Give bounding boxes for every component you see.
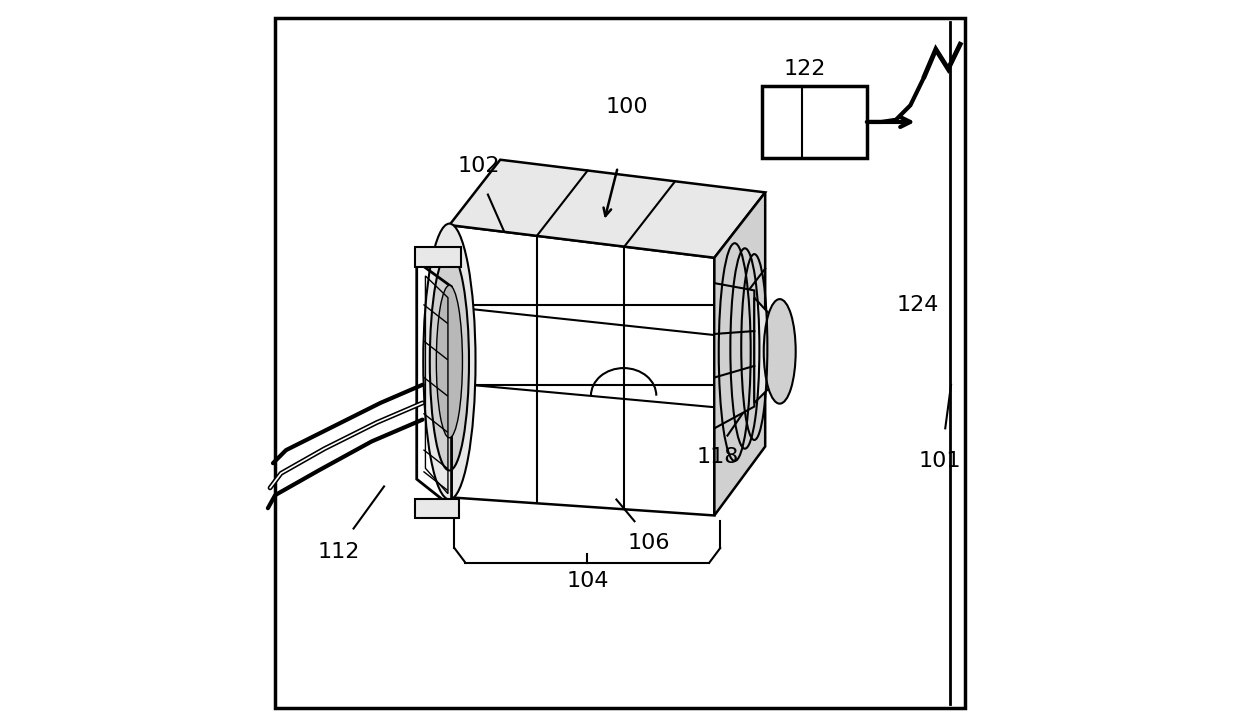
- Ellipse shape: [423, 224, 475, 499]
- Polygon shape: [754, 298, 780, 403]
- Text: 124: 124: [897, 295, 939, 315]
- Text: 100: 100: [606, 97, 649, 118]
- Bar: [761, 86, 867, 158]
- Text: 122: 122: [784, 59, 826, 79]
- Ellipse shape: [430, 253, 469, 470]
- Bar: [415, 499, 459, 518]
- Text: 112: 112: [317, 542, 360, 562]
- Text: 101: 101: [918, 451, 961, 471]
- Text: 118: 118: [697, 447, 739, 468]
- Polygon shape: [714, 283, 754, 428]
- Ellipse shape: [436, 285, 463, 438]
- Bar: [415, 247, 461, 267]
- Text: 102: 102: [458, 155, 500, 176]
- Polygon shape: [714, 192, 765, 515]
- Text: 106: 106: [627, 533, 671, 553]
- Ellipse shape: [764, 299, 796, 404]
- Text: 104: 104: [567, 571, 609, 591]
- Polygon shape: [449, 225, 714, 515]
- Polygon shape: [449, 160, 765, 258]
